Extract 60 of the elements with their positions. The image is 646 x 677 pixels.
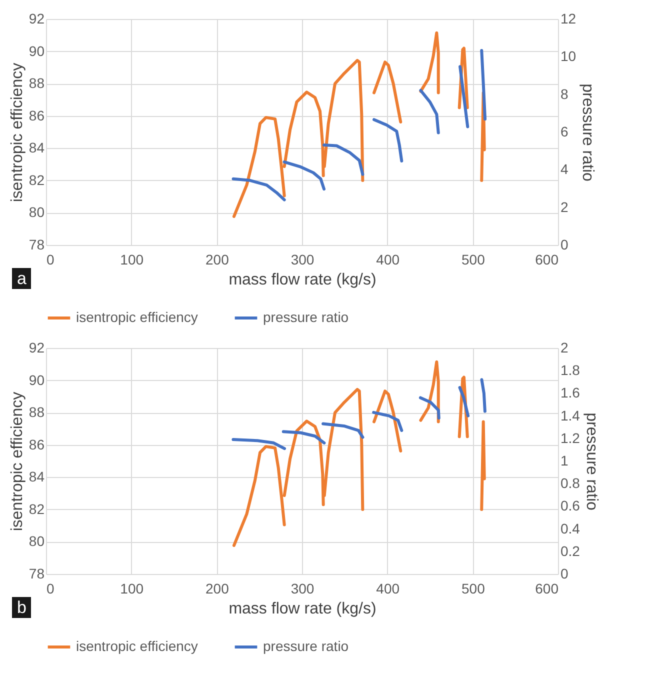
y2-tick-label: 1: [560, 452, 568, 468]
y-tick-label: 84: [28, 140, 45, 156]
y2-tick-label: 12: [560, 10, 576, 26]
x-tick-label: 300: [290, 580, 314, 596]
x-tick-label: 600: [535, 252, 559, 268]
x-tick-label: 200: [205, 252, 230, 268]
y-tick-label: 92: [28, 340, 45, 356]
x-tick-label: 100: [120, 580, 144, 596]
x-tick-label: 400: [376, 252, 400, 268]
y2-tick-label: 0.2: [560, 542, 580, 559]
y2-tick-label: 4: [560, 161, 568, 178]
y-tick-label: 80: [28, 533, 45, 550]
x-tick-label: 100: [120, 252, 144, 268]
y-tick-label: 88: [28, 404, 45, 420]
x-tick-label: 500: [461, 252, 486, 268]
y-tick-label: 86: [28, 436, 45, 452]
y2-tick-label: 0.6: [560, 498, 580, 514]
y2-tick-label: 1.6: [560, 384, 580, 401]
x-tick-label: 500: [461, 580, 486, 596]
y2-tick-label: 2: [560, 340, 568, 356]
y2-tick-label: 1.4: [560, 407, 580, 424]
y-tick-label: 78: [28, 566, 45, 582]
text: b: [12, 597, 32, 618]
y2-axis-title: pressure ratio: [579, 84, 596, 182]
y-tick-label: 82: [28, 172, 45, 188]
y2-tick-label: 0.4: [560, 520, 580, 536]
y-tick-label: 78: [28, 236, 45, 252]
x-axis-title: mass flow rate (kg/s): [228, 600, 376, 618]
y2-tick-label: 2: [560, 198, 568, 215]
y2-tick-label: 0: [560, 236, 568, 252]
y-axis-title: isentropic efficiency: [8, 62, 26, 202]
y-tick-label: 86: [28, 107, 45, 124]
x-tick-label: 400: [376, 580, 400, 596]
y2-tick-label: 1.8: [560, 362, 580, 378]
x-axis-title: mass flow rate (kg/s): [228, 272, 376, 288]
x-tick-label: 200: [205, 580, 230, 596]
x-tick-label: 0: [46, 580, 54, 596]
text: a: [12, 268, 32, 289]
y-tick-label: 92: [28, 10, 45, 26]
y2-tick-label: 0.8: [560, 475, 580, 492]
legend-label: pressure ratio: [263, 638, 349, 654]
y-tick-label: 88: [28, 75, 45, 92]
legend-label: pressure ratio: [263, 309, 349, 325]
y-tick-label: 90: [28, 372, 45, 388]
x-tick-label: 0: [46, 252, 54, 268]
y2-tick-label: 10: [560, 48, 576, 64]
x-tick-label: 300: [290, 252, 314, 268]
y2-tick-label: 8: [560, 86, 568, 102]
legend-label: isentropic efficiency: [76, 309, 198, 325]
y-tick-label: 82: [28, 500, 45, 517]
y-tick-label: 84: [28, 468, 45, 485]
y-tick-label: 80: [28, 204, 45, 220]
y-axis-title: isentropic efficiency: [8, 392, 26, 532]
y-tick-label: 90: [28, 42, 45, 59]
y2-tick-label: 1.2: [560, 430, 580, 446]
y2-tick-label: 0: [560, 566, 568, 582]
legend-label: isentropic efficiency: [76, 638, 198, 654]
y2-tick-label: 6: [560, 124, 568, 140]
y2-axis-title: pressure ratio: [582, 412, 600, 511]
x-tick-label: 600: [535, 580, 559, 596]
